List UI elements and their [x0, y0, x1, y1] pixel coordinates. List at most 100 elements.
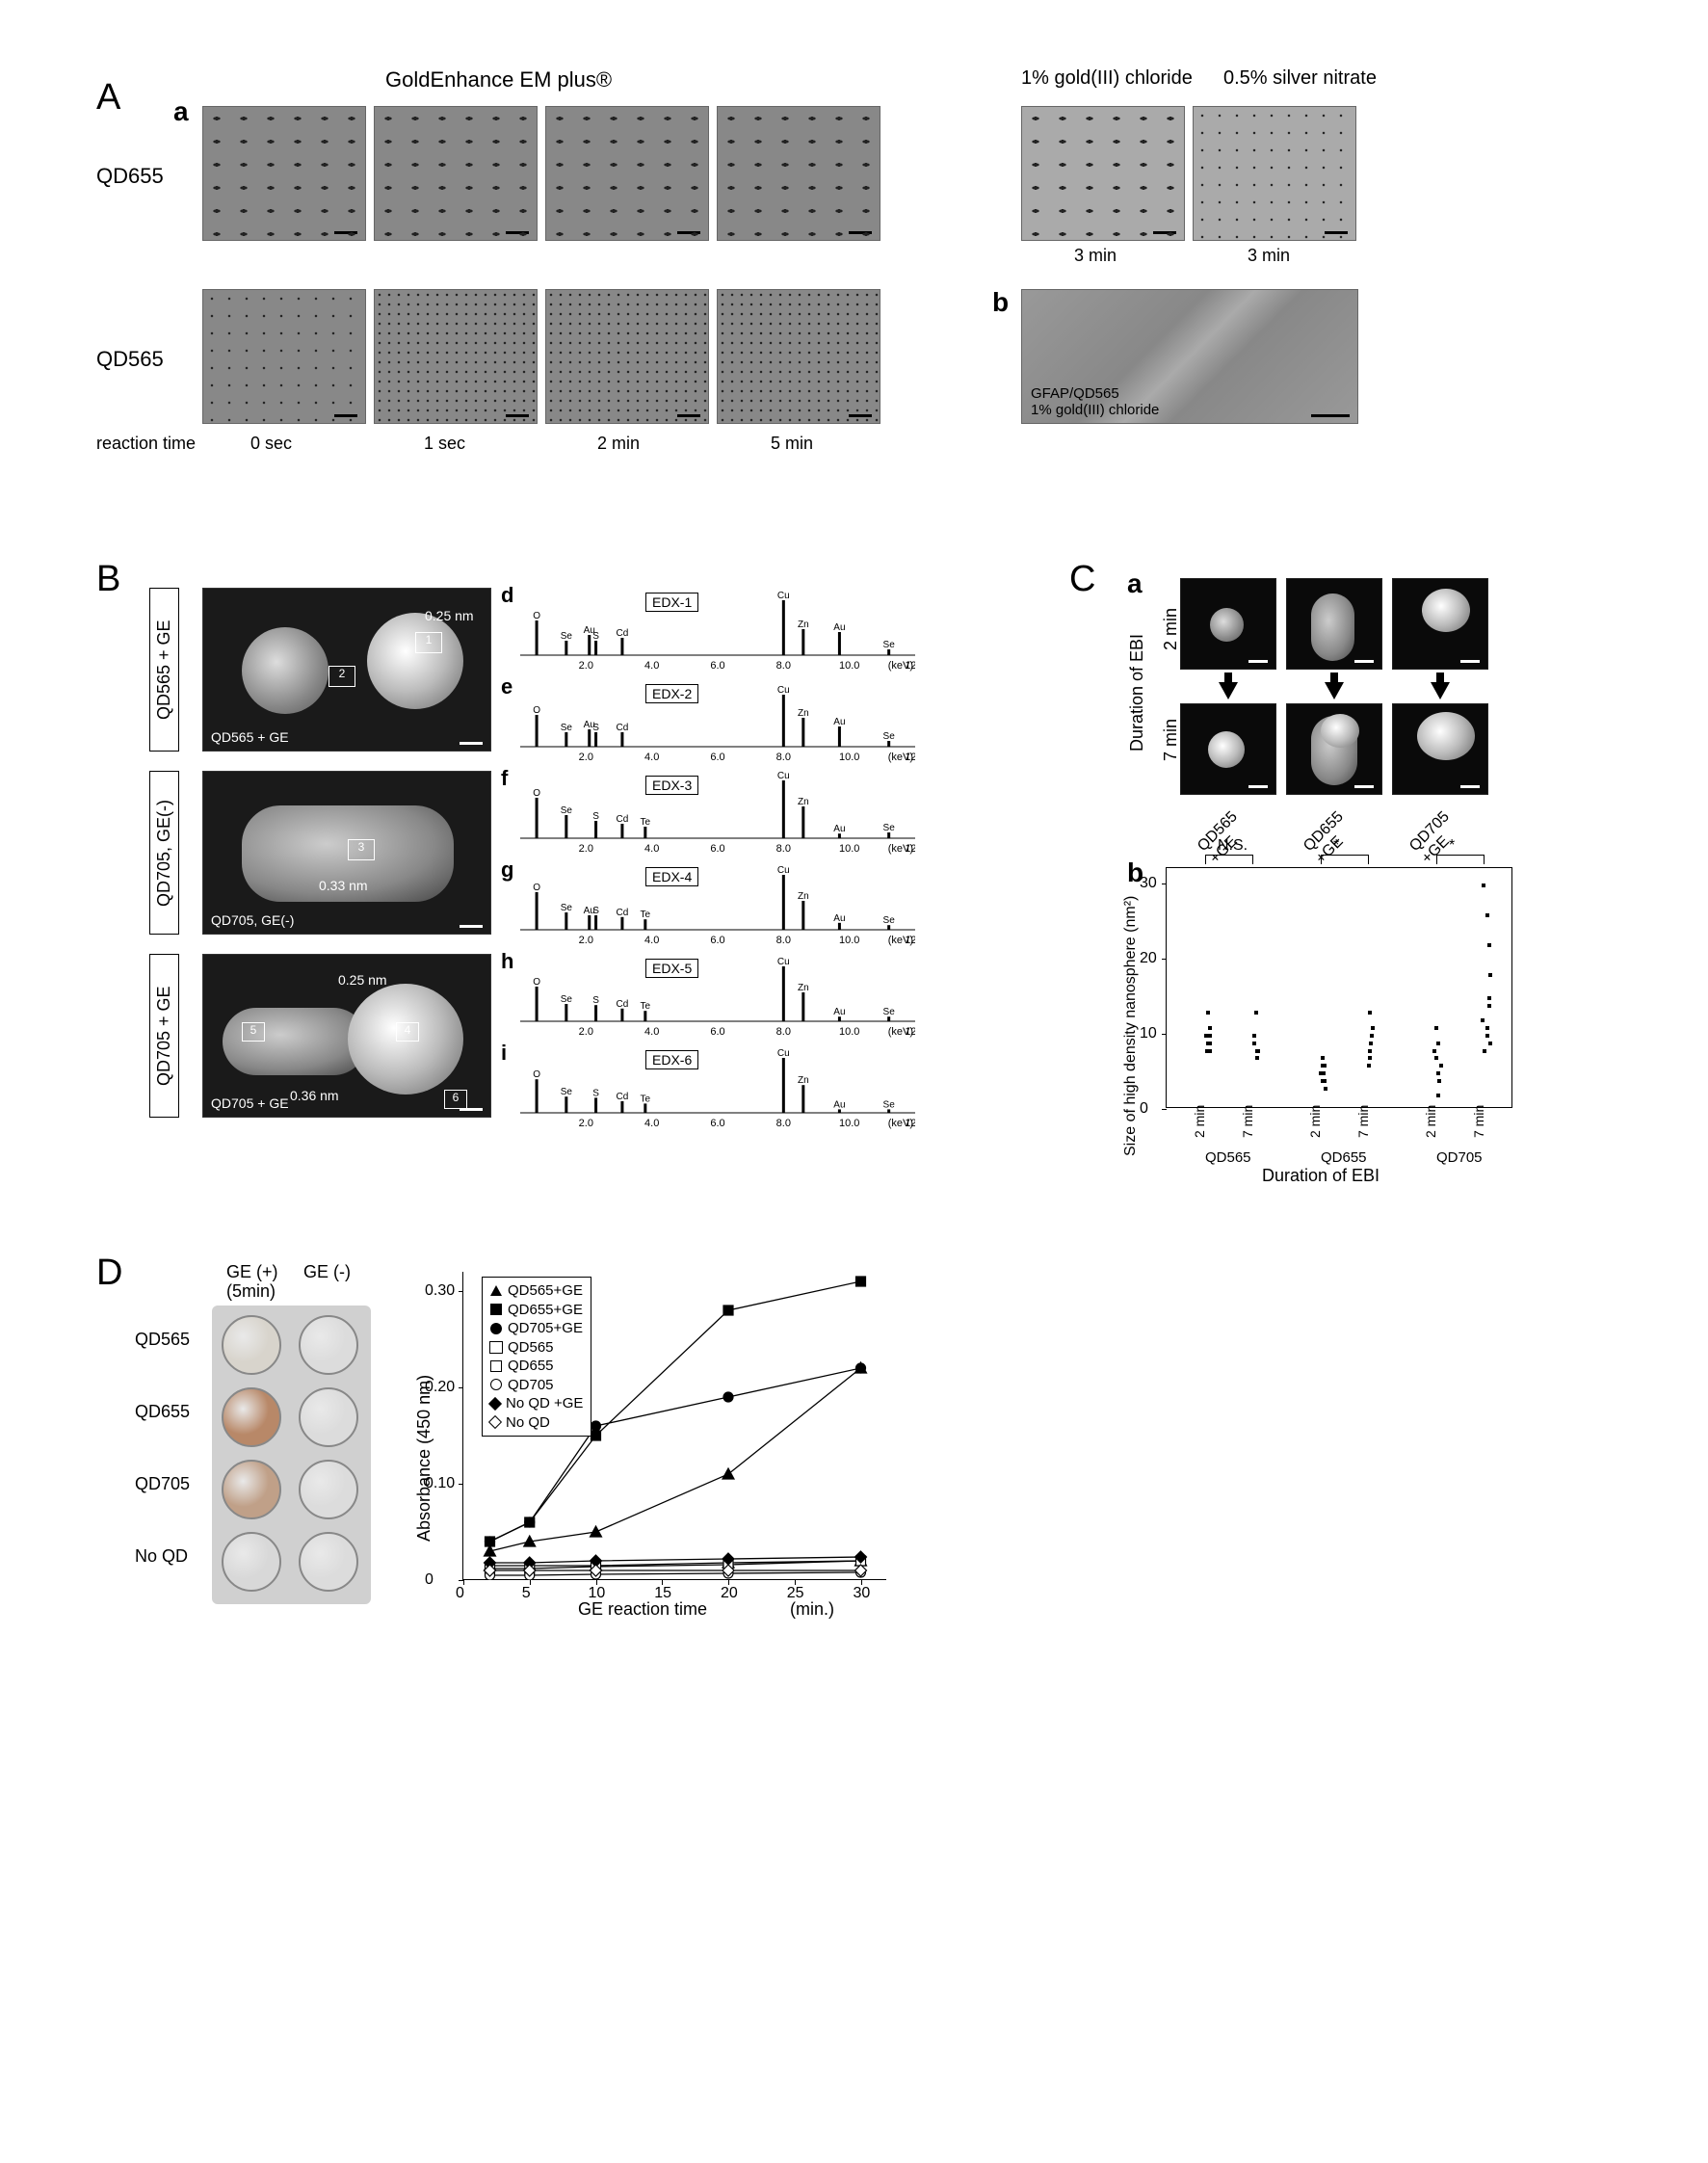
well: [299, 1315, 358, 1375]
scatter-ylabel: Size of high density nanosphere (nm²): [1122, 896, 1140, 1156]
panel-c: C a Duration of EBI 2 min 7 min QD565 +G…: [1069, 559, 1609, 1175]
scatter-point: [1483, 1049, 1486, 1053]
time-2: 2 min: [597, 434, 640, 454]
legend-marker-icon: [490, 1342, 502, 1353]
svg-text:8.0: 8.0: [776, 1118, 791, 1129]
arrow-down-icon: [1325, 682, 1344, 699]
nanoparticle-rod: [223, 1008, 367, 1075]
ebi-2min: 2 min: [1161, 608, 1181, 650]
edx-label: EDX-1: [645, 593, 698, 612]
xtick: 2 min: [1307, 1105, 1323, 1138]
svg-text:Au: Au: [833, 824, 845, 834]
scatter-point: [1481, 1018, 1485, 1022]
edx-sub-label: g: [501, 857, 513, 883]
ytick: 10: [1140, 1025, 1157, 1042]
scatter-point: [1437, 1079, 1441, 1083]
svg-text:Te: Te: [641, 910, 651, 920]
legend-marker-icon: [490, 1360, 502, 1372]
xtick: 7 min: [1355, 1105, 1371, 1138]
svg-text:Zn: Zn: [798, 620, 809, 630]
legend-item: No QD: [490, 1413, 583, 1433]
svg-text:(keV): (keV): [888, 1118, 913, 1129]
edx-spectrum: hEDX-5OSeSCdTeCuZnAuSe2.04.06.08.010.012…: [520, 954, 915, 1039]
svg-text:6.0: 6.0: [710, 660, 724, 672]
svg-text:Se: Se: [883, 1099, 896, 1110]
svg-text:Se: Se: [883, 640, 896, 650]
legend-item: QD565+GE: [490, 1281, 583, 1301]
nanoparticle: [1208, 731, 1245, 768]
scatter-point: [1487, 1004, 1491, 1008]
scale-bar: [1354, 785, 1374, 788]
scatter-point: [1487, 996, 1491, 1000]
tab-qd565-ge: QD565 + GE: [149, 588, 179, 752]
img-caption: QD705, GE(-): [211, 912, 294, 928]
svg-text:S: S: [592, 811, 599, 822]
reaction-time-label: reaction time: [96, 434, 196, 454]
svg-text:10.0: 10.0: [839, 843, 859, 855]
legend-marker-icon: [490, 1323, 502, 1334]
group-label: QD655: [1321, 1149, 1367, 1166]
gfap-caption: GFAP/QD565 1% gold(III) chloride: [1031, 385, 1159, 418]
scatter-point: [1370, 1034, 1374, 1038]
svg-text:10.0: 10.0: [839, 1026, 859, 1038]
chart-ylabel: Absorbance (450 nm): [414, 1375, 434, 1542]
haadf-image-c: 5 4 6 0.25 nm 0.36 nm QD705 + GE: [202, 954, 491, 1118]
edx-sub-label: d: [501, 583, 513, 608]
edx-sub-label: e: [501, 674, 512, 699]
svg-text:Cd: Cd: [617, 814, 629, 825]
svg-text:4.0: 4.0: [644, 935, 659, 946]
roi-box: 1: [415, 632, 442, 653]
scale-bar: [460, 925, 483, 928]
scatter-point: [1255, 1049, 1259, 1053]
xtick: 2 min: [1192, 1105, 1207, 1138]
ebi-image: [1286, 578, 1382, 670]
chart-xunit: (min.): [790, 1599, 834, 1620]
em-image: [1193, 106, 1356, 241]
svg-text:Se: Se: [561, 805, 573, 816]
svg-text:2.0: 2.0: [579, 935, 593, 946]
svg-text:Au: Au: [833, 717, 845, 727]
em-image: [717, 289, 880, 424]
scatter-point: [1369, 1042, 1373, 1045]
scale-bar: [1311, 414, 1350, 417]
scale-bar: [334, 231, 357, 234]
legend-marker-icon: [488, 1397, 502, 1411]
svg-text:Se: Se: [561, 1087, 573, 1097]
sig-label: N.S.: [1218, 837, 1248, 855]
legend-item: QD655: [490, 1357, 583, 1376]
svg-text:2.0: 2.0: [579, 660, 593, 672]
legend-item: QD705+GE: [490, 1319, 583, 1338]
sig-bracket: [1436, 855, 1485, 864]
roi-num: 2: [339, 667, 346, 680]
group-label: QD565: [1205, 1149, 1251, 1166]
svg-text:O: O: [533, 788, 540, 799]
svg-text:S: S: [592, 906, 599, 916]
haadf-image-b: 3 0.33 nm QD705, GE(-): [202, 771, 491, 935]
svg-text:Se: Se: [561, 723, 573, 733]
roi-num: 5: [250, 1023, 257, 1037]
legend-text: QD655: [508, 1357, 554, 1376]
sig-label: *: [1333, 837, 1339, 855]
scatter-point: [1367, 1064, 1371, 1068]
em-image: [202, 106, 366, 241]
svg-text:Se: Se: [883, 915, 896, 926]
legend-text: QD565+GE: [508, 1281, 583, 1301]
edx-label: EDX-5: [645, 959, 698, 978]
scatter-point: [1208, 1042, 1212, 1045]
well: [299, 1387, 358, 1447]
svg-text:2.0: 2.0: [579, 1118, 593, 1129]
xtick: 0: [456, 1585, 464, 1602]
legend-box: QD565+GEQD655+GEQD705+GEQD565QD655QD705N…: [482, 1277, 591, 1437]
svg-text:Cd: Cd: [617, 628, 629, 639]
scale-bar: [1460, 785, 1480, 788]
svg-text:2.0: 2.0: [579, 752, 593, 763]
scatter-point: [1434, 1056, 1438, 1060]
scatter-point: [1439, 1064, 1443, 1068]
scale-bar: [677, 231, 700, 234]
svg-text:10.0: 10.0: [839, 752, 859, 763]
legend-text: QD705+GE: [508, 1319, 583, 1338]
scatter-point: [1485, 913, 1489, 917]
svg-text:4.0: 4.0: [644, 1118, 659, 1129]
scale-bar: [849, 231, 872, 234]
roi-num: 4: [405, 1023, 411, 1037]
